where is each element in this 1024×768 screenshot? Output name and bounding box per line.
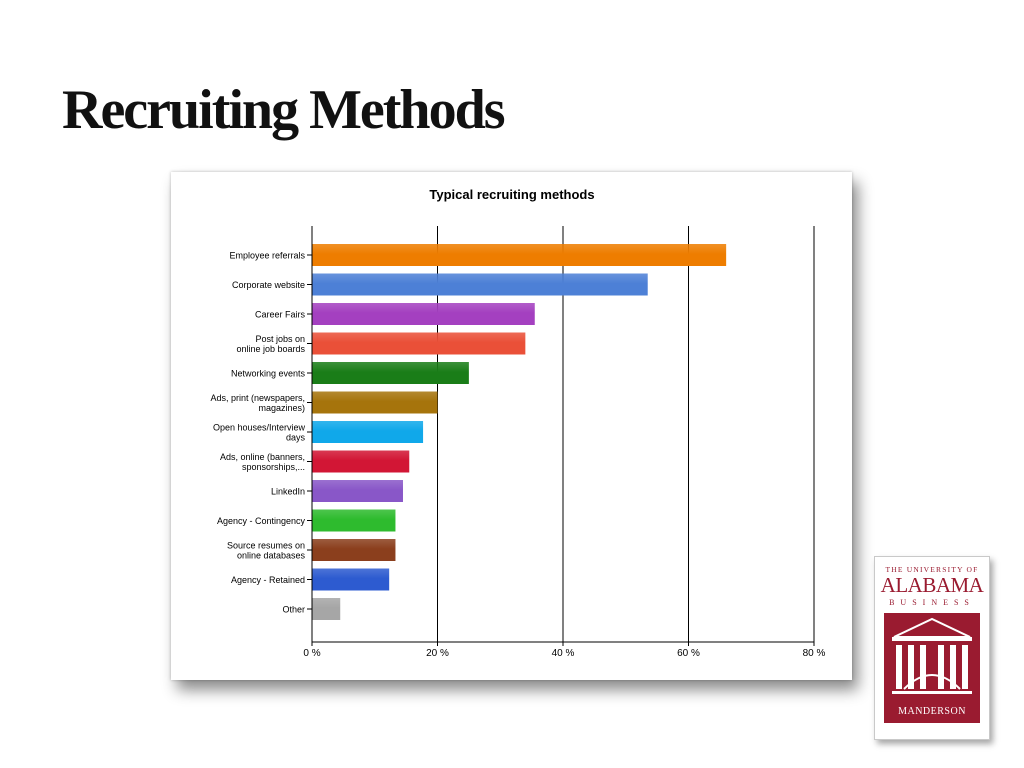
category-label-9: Agency - Contingency [217,516,306,526]
bar-3 [312,332,526,355]
bar-12 [312,598,341,620]
bar-2 [312,303,535,325]
category-label-10-line1: online databases [237,551,306,561]
category-label-6-line1: days [286,433,306,443]
x-tick-label-60: 60 % [677,648,700,659]
university-logo: THE UNIVERSITY OF ALABAMA BUSINESS MANDE… [874,556,990,740]
category-label-5-line1: magazines) [258,403,305,413]
category-label-0: Employee referrals [229,251,305,261]
category-label-7-line0: Ads, online (banners, [220,452,305,462]
bar-5 [312,391,438,414]
category-label-6-line0: Open houses/Interview [213,423,306,433]
category-label-11: Agency - Retained [231,575,305,585]
slide-title: Recruiting Methods [62,79,506,141]
bar-4 [312,362,469,384]
recruiting-methods-chart: Typical recruiting methods Employee refer… [210,187,826,659]
bar-6 [312,421,424,443]
category-label-8: LinkedIn [271,487,305,497]
x-tick-label-20: 20 % [426,648,449,659]
logo-university-of: THE UNIVERSITY OF [885,565,979,574]
logo-alabama: ALABAMA [880,573,984,597]
category-label-3-line1: online job boards [236,344,305,354]
chart-card: Typical recruiting methods Employee refer… [171,172,852,680]
category-label-4: Networking events [231,369,306,379]
category-label-5-line0: Ads, print (newspapers, [210,393,305,403]
x-tick-label-80: 80 % [803,648,826,659]
chart-title: Typical recruiting methods [429,187,594,202]
bar-9 [312,509,396,532]
category-label-10-line0: Source resumes on [227,541,305,551]
logo-business: BUSINESS [889,598,975,607]
category-label-7-line1: sponsorships,... [242,462,305,472]
bar-0 [312,244,727,266]
bar-10 [312,539,396,561]
x-tick-label-40: 40 % [552,648,575,659]
category-label-3-line0: Post jobs on [255,334,305,344]
building-icon [892,617,972,694]
category-label-12: Other [282,605,305,615]
x-tick-label-0: 0 % [303,648,320,659]
bar-1 [312,273,648,296]
category-label-2: Career Fairs [255,310,306,320]
category-label-1: Corporate website [232,280,305,290]
bar-11 [312,568,390,591]
logo-building-emblem: MANDERSON [884,613,980,723]
bar-7 [312,450,410,473]
bar-8 [312,480,403,502]
logo-manderson: MANDERSON [898,706,966,717]
